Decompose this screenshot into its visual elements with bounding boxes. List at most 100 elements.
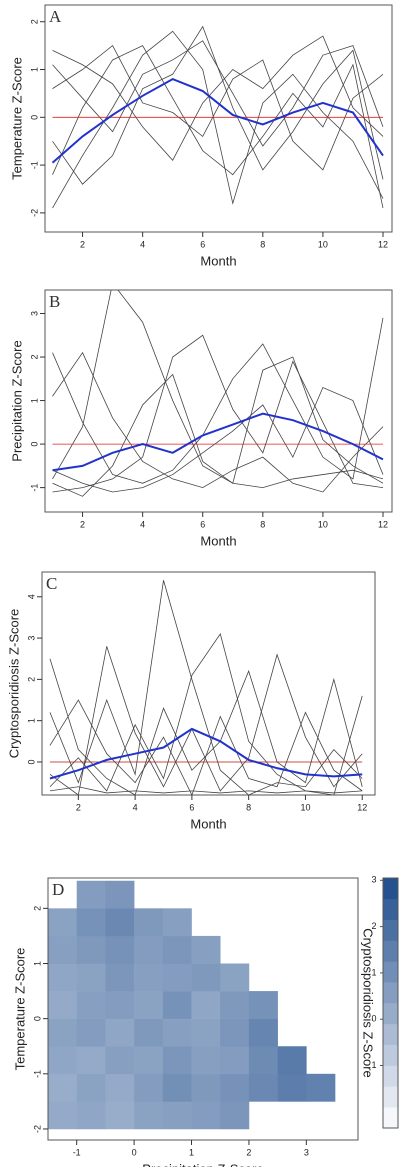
colorbar-frame bbox=[382, 877, 399, 1129]
heat-cell bbox=[134, 1101, 164, 1130]
x-tick-label: 6 bbox=[189, 802, 194, 812]
heat-cell bbox=[48, 1101, 78, 1130]
heat-cell bbox=[134, 1018, 164, 1047]
heat-cell bbox=[220, 1101, 250, 1130]
heat-cell bbox=[134, 1073, 164, 1102]
y-tick-label: 0 bbox=[26, 759, 36, 764]
x-tick-label: 4 bbox=[140, 239, 145, 249]
colorbar-title: Cryptosporidiosis Z-Score bbox=[361, 928, 376, 1078]
heat-cell bbox=[277, 1073, 307, 1102]
y-tick-label: 1 bbox=[32, 961, 42, 966]
y-tick-label: 1 bbox=[29, 67, 39, 72]
colorbar-step bbox=[383, 1023, 398, 1045]
colorbar-step bbox=[383, 961, 398, 983]
heat-cell bbox=[277, 1046, 307, 1075]
x-tick-label: 0 bbox=[132, 1147, 137, 1157]
colorbar-tick-label: 0 bbox=[371, 1014, 376, 1024]
x-tick-label: 8 bbox=[260, 239, 265, 249]
series-line bbox=[52, 351, 384, 493]
heat-cell bbox=[48, 991, 78, 1019]
series-line bbox=[49, 632, 363, 795]
y-tick-label: -2 bbox=[32, 1125, 42, 1133]
heat-cell bbox=[191, 991, 221, 1019]
series-line bbox=[52, 25, 384, 185]
heat-cell bbox=[105, 1018, 135, 1047]
heat-cell bbox=[48, 1073, 78, 1102]
y-tick-label: 3 bbox=[26, 636, 36, 641]
x-tick-label: 4 bbox=[140, 519, 145, 529]
colorbar-step bbox=[383, 940, 398, 962]
x-tick-label: 3 bbox=[304, 1147, 309, 1157]
y-axis-title: Temperature Z-Score bbox=[12, 948, 27, 1071]
heat-cell bbox=[191, 1101, 221, 1130]
y-tick-label: -1 bbox=[32, 1070, 42, 1078]
x-tick-label: 4 bbox=[133, 802, 138, 812]
y-tick-label: 4 bbox=[26, 594, 36, 599]
heat-cell bbox=[48, 1046, 78, 1075]
series-line bbox=[52, 45, 384, 209]
heat-cell bbox=[162, 908, 192, 937]
x-tick-label: -1 bbox=[73, 1147, 81, 1157]
heat-cell bbox=[162, 1101, 192, 1130]
x-axis-title: Month bbox=[190, 816, 226, 831]
panel-label: B bbox=[49, 292, 60, 311]
x-tick-label: 1 bbox=[189, 1147, 194, 1157]
heat-cell bbox=[162, 1073, 192, 1102]
heat-cell bbox=[134, 963, 164, 992]
y-tick-label: 0 bbox=[32, 1016, 42, 1021]
series-line bbox=[49, 580, 363, 795]
heat-cell bbox=[162, 935, 192, 964]
heat-cell bbox=[76, 1101, 106, 1130]
colorbar-step bbox=[383, 1086, 398, 1108]
heat-cell bbox=[220, 991, 250, 1019]
heat-cell bbox=[248, 1073, 278, 1102]
panel-label: C bbox=[46, 574, 57, 593]
series-line bbox=[49, 786, 363, 794]
series-line bbox=[52, 356, 384, 497]
heat-cell bbox=[220, 963, 250, 992]
x-tick-label: 6 bbox=[200, 239, 205, 249]
panel-label: D bbox=[52, 880, 64, 899]
x-tick-label: 10 bbox=[300, 802, 310, 812]
heat-cell bbox=[162, 1046, 192, 1075]
series-line bbox=[52, 40, 384, 147]
x-tick-label: 2 bbox=[80, 239, 85, 249]
colorbar-step bbox=[383, 919, 398, 941]
heat-cell bbox=[48, 1018, 78, 1047]
x-tick-label: 2 bbox=[246, 1147, 251, 1157]
series-line bbox=[52, 317, 384, 484]
x-tick-label: 10 bbox=[318, 519, 328, 529]
panel-label: A bbox=[49, 7, 62, 26]
heat-cell bbox=[134, 935, 164, 964]
series-line bbox=[49, 646, 363, 795]
x-tick-label: 12 bbox=[357, 802, 367, 812]
y-tick-label: 0 bbox=[29, 442, 39, 447]
heat-cell bbox=[134, 908, 164, 937]
series-line bbox=[52, 386, 384, 493]
series-line bbox=[52, 412, 384, 472]
heat-cell bbox=[76, 880, 106, 909]
x-tick-label: 12 bbox=[378, 239, 388, 249]
y-tick-label: -1 bbox=[29, 484, 39, 492]
colorbar-tick-label: 1 bbox=[371, 967, 376, 977]
y-tick-label: 2 bbox=[29, 355, 39, 360]
heat-cell bbox=[48, 908, 78, 937]
y-tick-label: 2 bbox=[29, 19, 39, 24]
y-tick-label: -1 bbox=[29, 161, 39, 169]
plot-frame bbox=[47, 877, 359, 1141]
x-tick-label: 6 bbox=[200, 519, 205, 529]
series-line bbox=[49, 699, 363, 795]
x-axis-title: Month bbox=[200, 253, 236, 268]
heat-cell bbox=[76, 1046, 106, 1075]
x-tick-label: 10 bbox=[318, 239, 328, 249]
heat-cell bbox=[191, 935, 221, 964]
y-tick-label: -2 bbox=[29, 209, 39, 217]
heat-cell bbox=[76, 935, 106, 964]
colorbar-tick-label: 3 bbox=[371, 875, 376, 885]
heat-cell bbox=[105, 880, 135, 909]
series-line bbox=[51, 77, 384, 164]
y-tick-label: 1 bbox=[26, 718, 36, 723]
heat-cell bbox=[162, 963, 192, 992]
colorbar-tick-label: 2 bbox=[371, 921, 376, 931]
heat-cell bbox=[48, 963, 78, 992]
